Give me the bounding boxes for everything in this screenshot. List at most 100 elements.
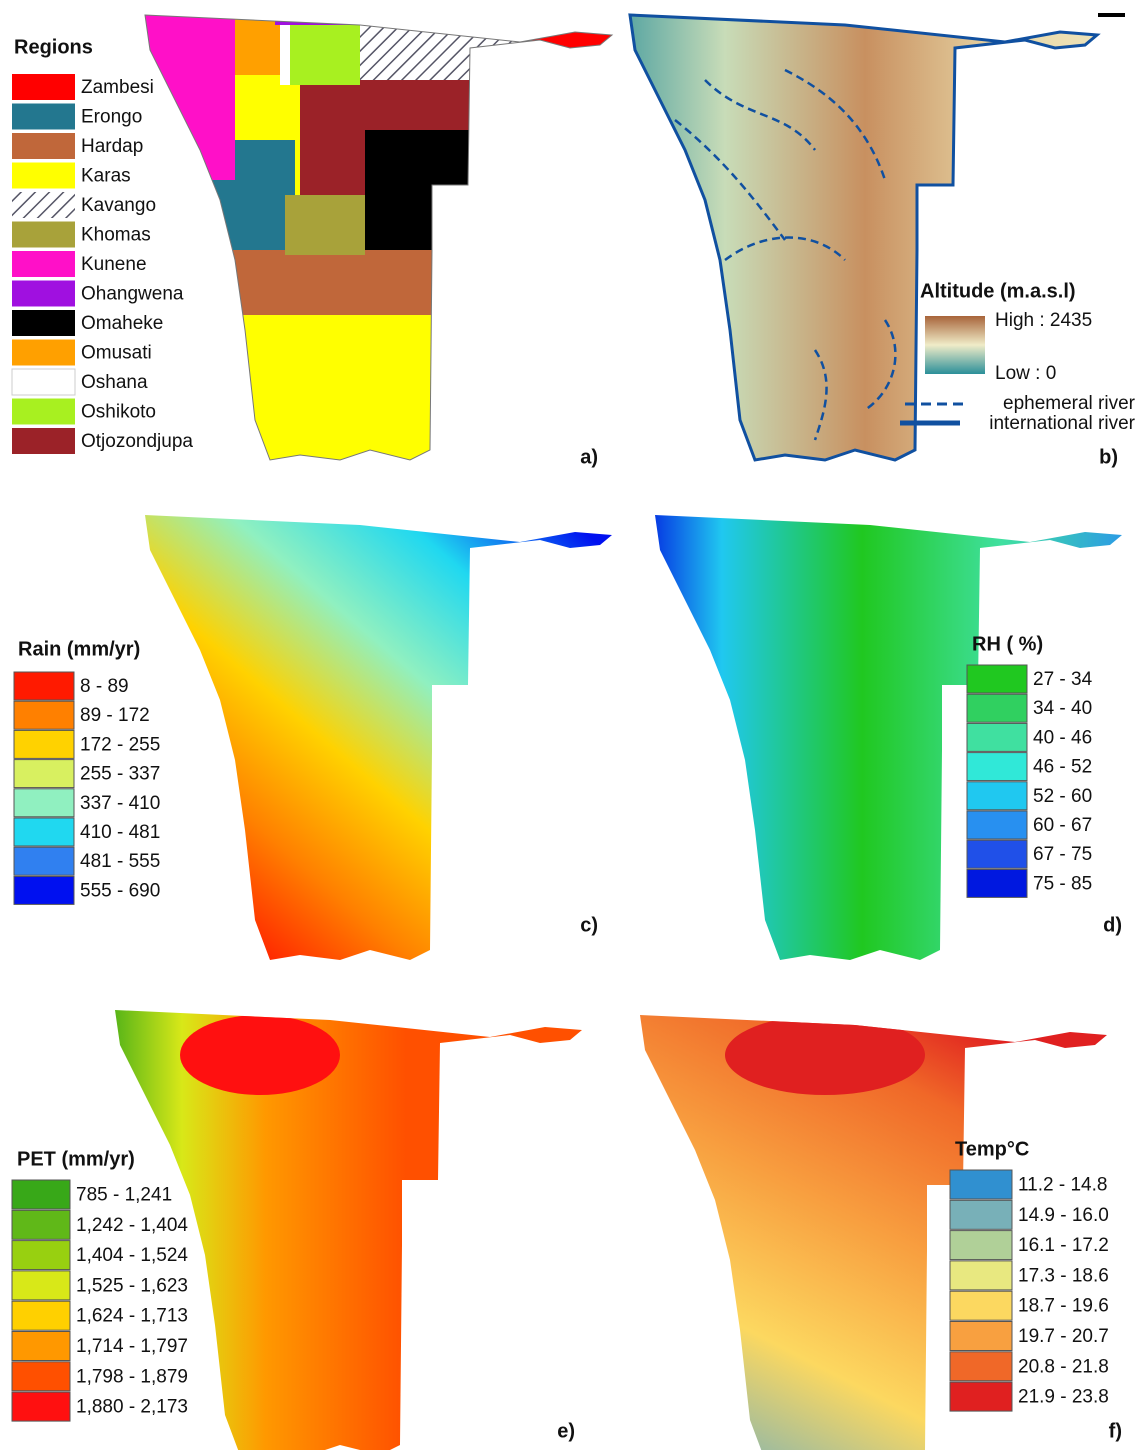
legend-label: 40 - 46 bbox=[1033, 727, 1092, 748]
legend-swatch bbox=[11, 1300, 71, 1331]
legend-label: Omusati bbox=[81, 343, 152, 364]
legend-label: Ohangwena bbox=[81, 284, 184, 305]
legend-swatch bbox=[949, 1381, 1013, 1412]
legend-swatch bbox=[11, 1391, 71, 1422]
legend-swatch bbox=[949, 1321, 1013, 1351]
legend-label: 46 - 52 bbox=[1033, 757, 1092, 778]
legend-swatch bbox=[12, 74, 75, 100]
legend-label: 1,525 - 1,623 bbox=[76, 1275, 188, 1296]
legend-swatch bbox=[966, 664, 1028, 694]
legend-label: 19.7 - 20.7 bbox=[1018, 1326, 1109, 1347]
legend-swatch bbox=[13, 788, 75, 818]
legend-label: 75 - 85 bbox=[1033, 873, 1092, 894]
legend-swatch bbox=[966, 693, 1028, 723]
legend-swatch bbox=[966, 810, 1028, 840]
legend-label: 34 - 40 bbox=[1033, 698, 1092, 719]
legend-label: Karas bbox=[81, 166, 131, 187]
legend-label: Otjozondjupa bbox=[81, 431, 193, 452]
legend-label: Oshikoto bbox=[81, 402, 156, 423]
legend-label: 1,404 - 1,524 bbox=[76, 1245, 188, 1266]
legend-label: 1,880 - 2,173 bbox=[76, 1397, 188, 1418]
legend-swatch bbox=[12, 221, 75, 248]
panel-label: f) bbox=[1109, 1420, 1122, 1442]
legend-swatch bbox=[966, 839, 1028, 869]
legend-label: Khomas bbox=[81, 225, 151, 246]
legend-label: 1,798 - 1,879 bbox=[76, 1366, 188, 1387]
legend-label: 89 - 172 bbox=[80, 705, 150, 726]
legend-label: Erongo bbox=[81, 107, 142, 128]
legend-swatch bbox=[12, 103, 75, 130]
legend-label: 1,624 - 1,713 bbox=[76, 1306, 188, 1327]
legend-swatch bbox=[966, 868, 1028, 898]
legend-label: Omaheke bbox=[81, 313, 163, 334]
legend-swatch bbox=[13, 700, 75, 730]
legend-swatch bbox=[949, 1169, 1013, 1200]
legend-swatch bbox=[12, 428, 75, 454]
legend-swatch bbox=[12, 192, 75, 218]
legend-swatch bbox=[11, 368, 76, 396]
legend-swatch bbox=[13, 817, 75, 847]
legend-label: 11.2 - 14.8 bbox=[1018, 1175, 1107, 1196]
legend-label: Oshana bbox=[81, 372, 148, 393]
legend-title: Altitude (m.a.s.l) bbox=[920, 280, 1076, 302]
legend-swatch bbox=[12, 162, 75, 189]
legend-swatch bbox=[12, 251, 75, 277]
legend-swatch bbox=[12, 339, 75, 366]
altitude-ramp bbox=[925, 316, 985, 374]
legend-swatch bbox=[966, 752, 1028, 782]
legend-label: Kunene bbox=[81, 254, 147, 275]
legend-label: 16.1 - 17.2 bbox=[1018, 1235, 1109, 1256]
map-regions bbox=[144, 14, 613, 461]
legend-label: 8 - 89 bbox=[80, 676, 129, 697]
panel-label: d) bbox=[1103, 914, 1122, 936]
legend-title: PET (mm/yr) bbox=[17, 1148, 135, 1170]
legend-label: 52 - 60 bbox=[1033, 786, 1092, 807]
legend-swatch bbox=[11, 1270, 71, 1301]
legend-title: Rain (mm/yr) bbox=[18, 638, 140, 660]
legend-swatch bbox=[949, 1351, 1013, 1382]
legend-international: international river bbox=[989, 413, 1135, 434]
legend-label: Zambesi bbox=[81, 77, 154, 98]
legend-swatch bbox=[966, 781, 1028, 811]
legend-swatch bbox=[13, 671, 75, 701]
legend-label: Kavango bbox=[81, 195, 156, 216]
legend-swatch bbox=[12, 310, 75, 336]
legend-swatch bbox=[11, 1240, 71, 1271]
legend-label: 27 - 34 bbox=[1033, 669, 1093, 690]
legend-label: 60 - 67 bbox=[1033, 815, 1092, 836]
legend-low: Low : 0 bbox=[995, 363, 1056, 384]
legend-label: 1,714 - 1,797 bbox=[76, 1336, 188, 1357]
legend-ephemeral: ephemeral river bbox=[1003, 393, 1136, 414]
legend-swatch bbox=[12, 280, 75, 307]
legend-swatch bbox=[966, 722, 1028, 752]
legend-label: 172 - 255 bbox=[80, 734, 160, 755]
legend-swatch bbox=[11, 1179, 71, 1210]
legend-label: 785 - 1,241 bbox=[76, 1185, 172, 1206]
legend-label: 481 - 555 bbox=[80, 851, 160, 872]
panel-label: c) bbox=[580, 914, 598, 936]
legend-swatch bbox=[11, 1331, 71, 1361]
legend-swatch bbox=[949, 1290, 1013, 1321]
legend-label: 1,242 - 1,404 bbox=[76, 1215, 188, 1236]
legend-label: 17.3 - 18.6 bbox=[1018, 1265, 1109, 1286]
legend-label: 337 - 410 bbox=[80, 793, 160, 814]
map-rain bbox=[145, 515, 612, 960]
panel-label: e) bbox=[557, 1420, 575, 1442]
panel-label: b) bbox=[1099, 446, 1118, 468]
panel-label: a) bbox=[580, 446, 598, 468]
legend-label: Hardap bbox=[81, 136, 143, 157]
legend-swatch bbox=[13, 729, 75, 759]
legend-label: 410 - 481 bbox=[80, 822, 160, 843]
legend-swatch bbox=[12, 133, 75, 159]
legend-swatch bbox=[12, 398, 75, 425]
legend-swatch bbox=[11, 1361, 71, 1392]
legend-swatch bbox=[11, 1209, 71, 1240]
legend-title: Temp°C bbox=[955, 1138, 1029, 1160]
legend-label: 255 - 337 bbox=[80, 764, 160, 785]
legend-swatch bbox=[949, 1260, 1013, 1291]
legend-swatch bbox=[13, 846, 75, 876]
legend-label: 20.8 - 21.8 bbox=[1018, 1356, 1109, 1377]
legend-label: 14.9 - 16.0 bbox=[1018, 1205, 1109, 1226]
legend-label: 18.7 - 19.6 bbox=[1018, 1296, 1109, 1317]
